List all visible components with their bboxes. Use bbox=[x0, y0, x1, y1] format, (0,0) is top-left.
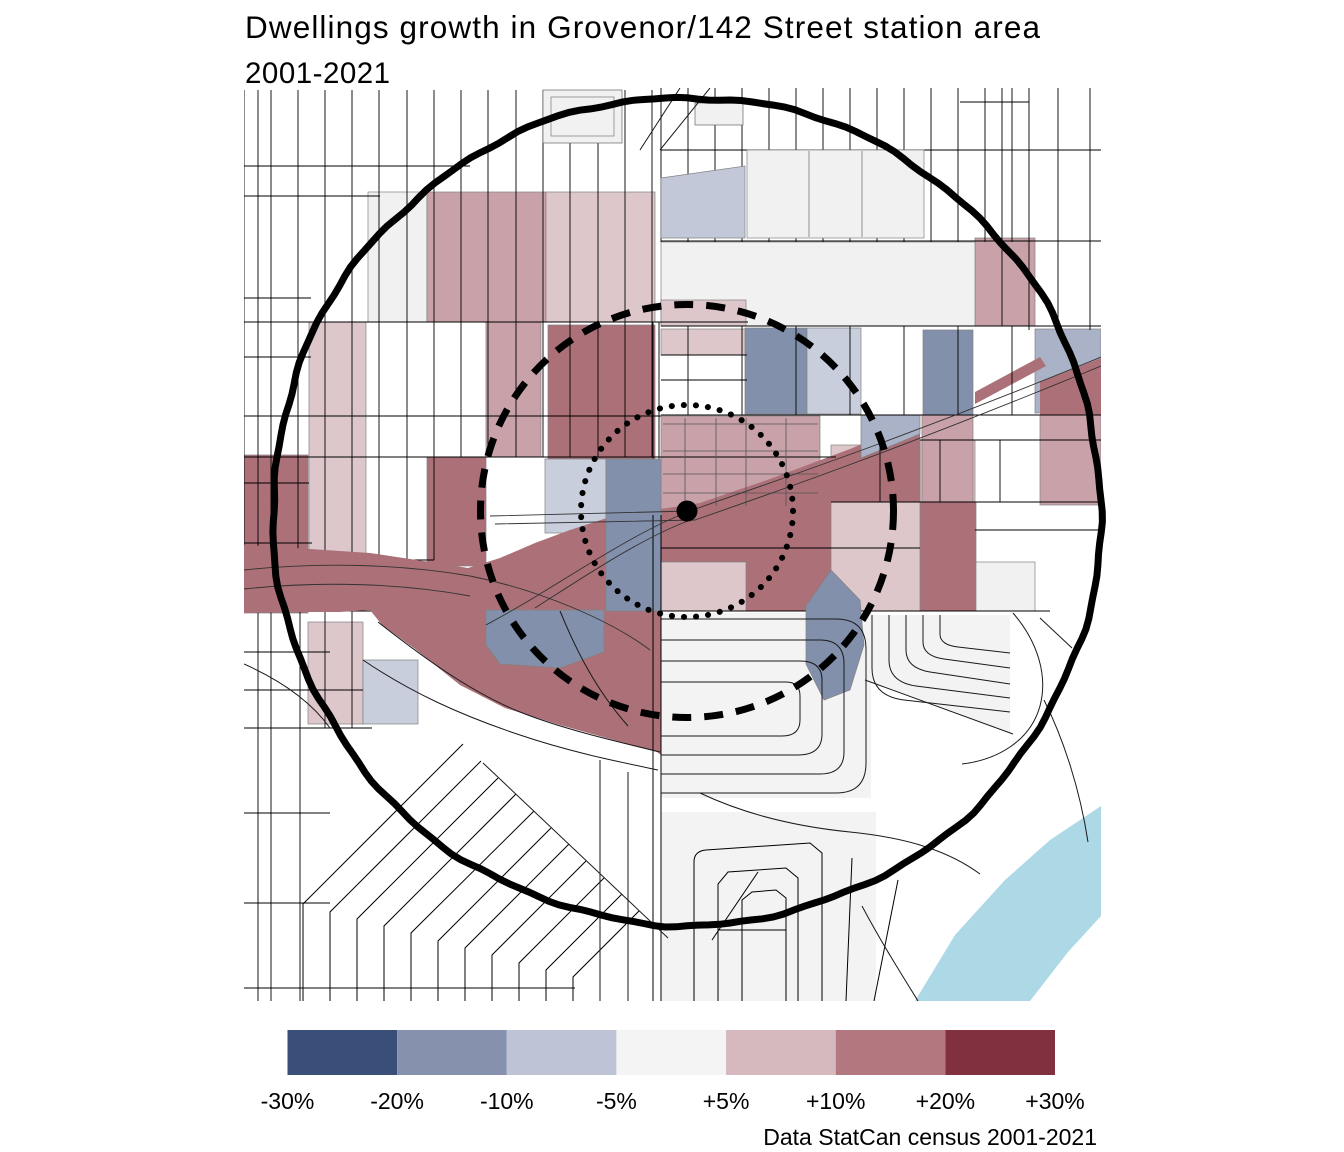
svg-text:+5%: +5% bbox=[703, 1088, 750, 1114]
svg-text:2001-2021: 2001-2021 bbox=[245, 57, 391, 90]
svg-text:Dwellings growth in Grovenor/1: Dwellings growth in Grovenor/142 Street … bbox=[245, 9, 1041, 45]
svg-text:+20%: +20% bbox=[916, 1088, 975, 1114]
svg-text:+10%: +10% bbox=[806, 1088, 865, 1114]
svg-text:-30%: -30% bbox=[261, 1088, 315, 1114]
svg-text:-10%: -10% bbox=[480, 1088, 534, 1114]
svg-text:Data StatCan census 2001-2021: Data StatCan census 2001-2021 bbox=[763, 1124, 1097, 1150]
svg-text:-20%: -20% bbox=[370, 1088, 424, 1114]
svg-text:+30%: +30% bbox=[1025, 1088, 1084, 1114]
svg-text:-5%: -5% bbox=[596, 1088, 637, 1114]
